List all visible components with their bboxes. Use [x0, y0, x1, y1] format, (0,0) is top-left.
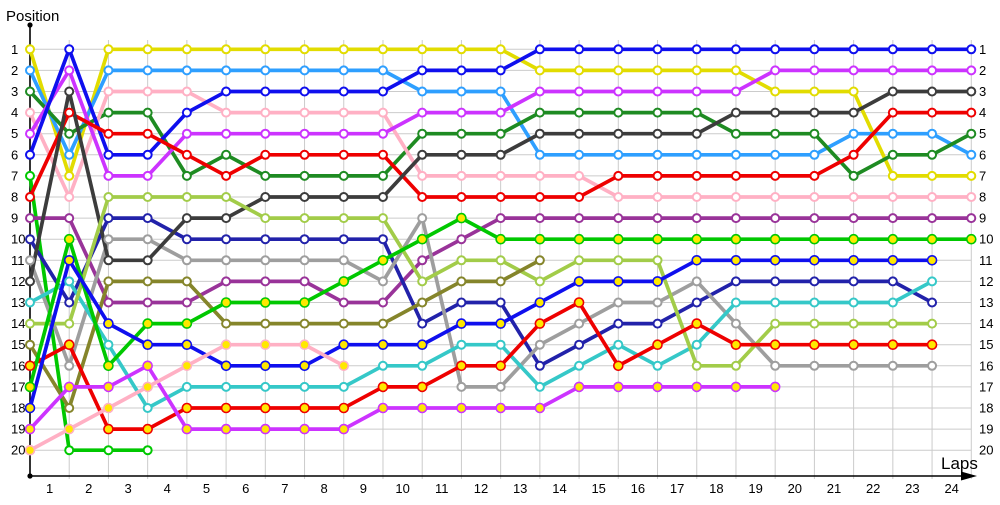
svg-text:6: 6: [242, 481, 249, 496]
svg-text:19: 19: [11, 422, 25, 437]
svg-text:13: 13: [513, 481, 527, 496]
svg-text:15: 15: [11, 337, 25, 352]
svg-text:19: 19: [748, 481, 762, 496]
svg-text:2: 2: [85, 481, 92, 496]
svg-text:16: 16: [979, 358, 993, 373]
svg-text:15: 15: [979, 337, 993, 352]
svg-text:Laps: Laps: [941, 454, 978, 473]
svg-text:18: 18: [709, 481, 723, 496]
svg-text:8: 8: [979, 190, 986, 205]
svg-text:12: 12: [11, 274, 25, 289]
svg-text:17: 17: [11, 379, 25, 394]
svg-text:20: 20: [788, 481, 802, 496]
svg-text:3: 3: [124, 481, 131, 496]
svg-text:7: 7: [979, 168, 986, 183]
svg-text:Position: Position: [6, 8, 59, 25]
svg-text:4: 4: [11, 105, 18, 120]
svg-text:3: 3: [979, 84, 986, 99]
svg-text:15: 15: [591, 481, 605, 496]
svg-text:20: 20: [11, 443, 25, 458]
svg-text:2: 2: [11, 63, 18, 78]
svg-text:13: 13: [11, 295, 25, 310]
svg-text:14: 14: [11, 316, 25, 331]
svg-text:20: 20: [979, 443, 993, 458]
svg-text:1: 1: [11, 42, 18, 57]
svg-text:1: 1: [46, 481, 53, 496]
svg-text:9: 9: [360, 481, 367, 496]
svg-text:11: 11: [435, 481, 449, 496]
svg-text:13: 13: [979, 295, 993, 310]
svg-text:7: 7: [11, 168, 18, 183]
svg-text:12: 12: [979, 274, 993, 289]
svg-text:5: 5: [203, 481, 210, 496]
svg-text:9: 9: [11, 211, 18, 226]
svg-text:4: 4: [979, 105, 986, 120]
svg-text:8: 8: [11, 190, 18, 205]
svg-text:14: 14: [979, 316, 993, 331]
svg-text:17: 17: [670, 481, 684, 496]
svg-text:6: 6: [11, 147, 18, 162]
svg-text:12: 12: [474, 481, 488, 496]
svg-text:10: 10: [11, 232, 25, 247]
svg-text:18: 18: [11, 401, 25, 416]
svg-text:24: 24: [944, 481, 958, 496]
svg-text:8: 8: [320, 481, 327, 496]
svg-text:16: 16: [11, 358, 25, 373]
svg-text:7: 7: [281, 481, 288, 496]
svg-text:4: 4: [164, 481, 171, 496]
svg-text:17: 17: [979, 379, 993, 394]
svg-text:19: 19: [979, 422, 993, 437]
svg-text:23: 23: [905, 481, 919, 496]
svg-text:10: 10: [395, 481, 409, 496]
svg-text:9: 9: [979, 211, 986, 226]
svg-text:21: 21: [827, 481, 841, 496]
svg-text:11: 11: [979, 253, 993, 268]
svg-text:16: 16: [631, 481, 645, 496]
svg-text:5: 5: [979, 126, 986, 141]
svg-text:18: 18: [979, 401, 993, 416]
svg-text:10: 10: [979, 232, 993, 247]
svg-text:5: 5: [11, 126, 18, 141]
svg-text:11: 11: [11, 253, 25, 268]
svg-text:14: 14: [552, 481, 566, 496]
svg-text:3: 3: [11, 84, 18, 99]
svg-text:22: 22: [866, 481, 880, 496]
svg-text:1: 1: [979, 42, 986, 57]
svg-text:2: 2: [979, 63, 986, 78]
svg-text:6: 6: [979, 147, 986, 162]
